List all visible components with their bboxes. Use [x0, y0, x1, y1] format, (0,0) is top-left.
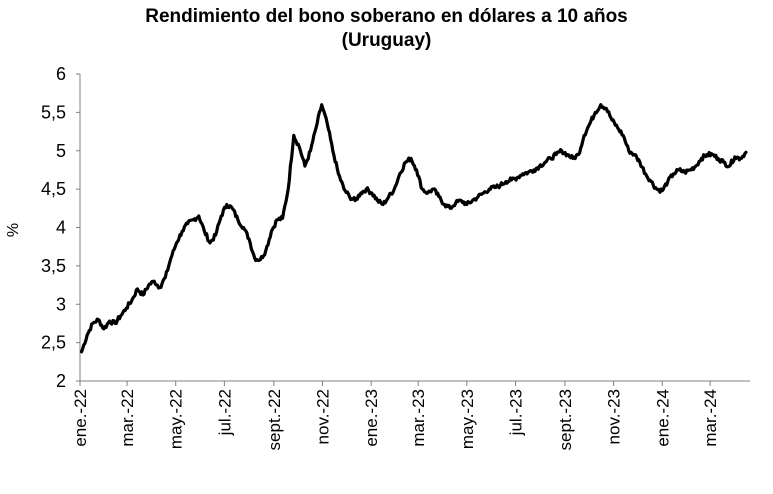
- y-tick-label: 2: [56, 371, 66, 391]
- y-tick-label: 3,5: [41, 256, 66, 276]
- y-tick-labels: 2 2,5 3 3,5 4 4,5 5 5,5 6: [41, 64, 66, 391]
- y-tick-label: 5,5: [41, 102, 66, 122]
- x-tick-label: may.-22: [167, 389, 186, 449]
- x-tick-label: sept.-22: [265, 389, 284, 450]
- y-tick-label: 6: [56, 64, 66, 84]
- x-tick-label: may.-23: [458, 389, 477, 449]
- x-tick-label: sept.-23: [556, 389, 575, 450]
- series-line: [79, 103, 748, 354]
- x-tick-label: jul.-23: [507, 389, 526, 436]
- y-tick-label: 4: [56, 218, 66, 238]
- x-tick-label: mar.-23: [409, 389, 428, 447]
- y-tick-label: 2,5: [41, 333, 66, 353]
- x-tick-label: mar.-22: [118, 389, 137, 447]
- series-layer: [79, 103, 748, 354]
- y-tick-label: 3: [56, 294, 66, 314]
- x-tick-label: mar.-24: [701, 389, 720, 447]
- x-tick-label: nov.-22: [313, 389, 332, 444]
- x-tick-label: ene.-22: [71, 389, 90, 447]
- x-tick-label: jul.-22: [215, 389, 234, 436]
- chart-title: Rendimiento del bono soberano en dólares…: [0, 5, 773, 53]
- y-tick-label: 5: [56, 141, 66, 161]
- y-tick-label: 4,5: [41, 179, 66, 199]
- x-tick-label: nov.-23: [605, 389, 624, 444]
- x-tick-label: ene.-24: [653, 389, 672, 447]
- chart-subtitle: (Uruguay): [341, 30, 432, 51]
- x-tick-label: ene.-23: [362, 389, 381, 447]
- y-axis-label: %: [5, 223, 22, 237]
- axes: [76, 73, 750, 386]
- x-tick-labels: ene.-22 mar.-22 may.-22 jul.-22 sept.-22 nov.…: [71, 389, 720, 450]
- chart-title-main: Rendimiento del bono soberano en dólares…: [145, 6, 628, 27]
